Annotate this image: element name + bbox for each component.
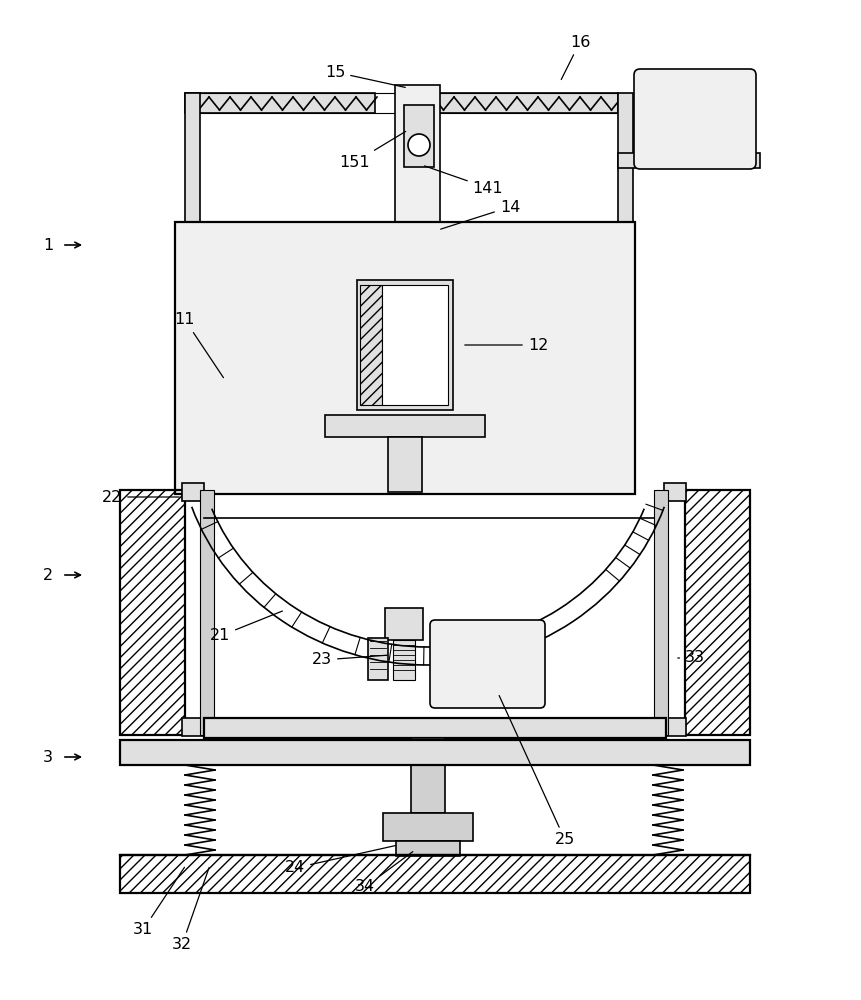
Text: 15: 15 [325,65,405,87]
FancyBboxPatch shape [633,69,755,169]
Text: 3: 3 [43,750,53,764]
Bar [182,483,204,501]
Bar [185,93,375,113]
Text: 32: 32 [171,868,209,952]
Bar [385,608,423,640]
Bar [382,813,473,841]
Text: 25: 25 [499,696,574,847]
Bar [175,222,635,494]
Text: 24: 24 [284,846,395,876]
Text: 23: 23 [312,652,387,668]
Bar [617,153,759,168]
Text: 1: 1 [43,237,53,252]
Bar [684,490,749,735]
Text: 31: 31 [133,867,184,937]
Bar [663,718,685,736]
Bar [204,718,666,738]
Bar [430,93,617,113]
Text: 12: 12 [464,338,548,353]
Bar [368,638,387,680]
Text: 22: 22 [102,489,179,504]
Bar [404,105,433,167]
Bar [411,738,444,813]
Bar [663,483,685,501]
Bar [185,93,200,223]
Circle shape [407,134,430,156]
Bar [120,855,749,893]
Text: 2: 2 [43,568,53,582]
Bar [356,280,453,410]
Bar [653,490,667,735]
Bar [325,415,485,437]
Text: 34: 34 [355,852,412,894]
Bar [393,640,414,680]
Bar [387,437,422,492]
Text: 33: 33 [677,650,704,666]
Bar [120,740,749,765]
Text: 141: 141 [424,166,503,196]
Text: 21: 21 [209,611,282,644]
Bar [395,841,460,856]
FancyBboxPatch shape [430,620,544,708]
Text: 11: 11 [175,312,223,378]
Bar [182,718,204,736]
Bar [360,285,381,405]
Text: 151: 151 [339,131,406,170]
Bar [381,285,448,405]
Bar [394,85,439,230]
Text: 16: 16 [561,35,590,80]
Bar [200,490,214,735]
Bar [617,93,632,223]
Bar [120,490,185,735]
Text: 14: 14 [440,200,519,229]
